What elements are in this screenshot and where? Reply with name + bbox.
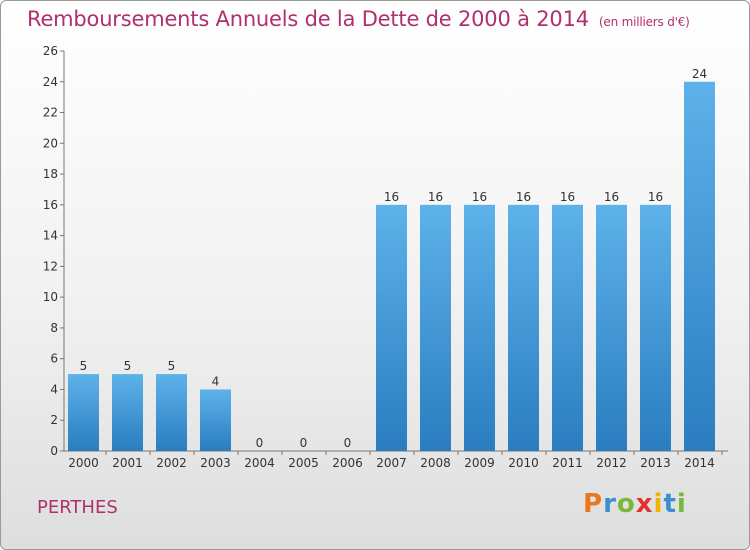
x-tick-label: 2008 bbox=[420, 456, 451, 470]
data-label: 16 bbox=[516, 190, 531, 204]
y-tick-label: 2 bbox=[50, 413, 58, 427]
y-tick-label: 20 bbox=[43, 136, 58, 150]
unit-note: (en milliers d'€) bbox=[598, 15, 690, 29]
logo-letter: P bbox=[583, 489, 604, 519]
data-label: 0 bbox=[300, 436, 308, 450]
x-tick-label: 2010 bbox=[508, 456, 539, 470]
bar bbox=[200, 389, 231, 451]
x-tick-label: 2014 bbox=[684, 456, 715, 470]
bar-chart: 0246810121416182022242652000520015200242… bbox=[43, 44, 728, 470]
data-label: 16 bbox=[428, 190, 443, 204]
y-tick-label: 4 bbox=[50, 382, 58, 396]
data-label: 5 bbox=[124, 359, 132, 373]
title-text: Remboursements Annuels de la Dette de 20… bbox=[27, 7, 589, 31]
data-label: 0 bbox=[256, 436, 264, 450]
bar bbox=[684, 81, 715, 452]
y-tick-label: 8 bbox=[50, 321, 58, 335]
bar bbox=[596, 204, 627, 451]
y-tick-label: 26 bbox=[43, 44, 58, 58]
x-tick-label: 2000 bbox=[68, 456, 99, 470]
data-label: 0 bbox=[344, 436, 352, 450]
bar bbox=[640, 204, 671, 451]
logo-letter: x bbox=[635, 489, 654, 519]
y-tick-label: 14 bbox=[43, 229, 58, 243]
logo-letter: o bbox=[616, 489, 636, 519]
data-label: 16 bbox=[472, 190, 487, 204]
y-tick-label: 16 bbox=[43, 198, 58, 212]
bar bbox=[112, 374, 143, 451]
x-tick-label: 2009 bbox=[464, 456, 495, 470]
data-label: 16 bbox=[604, 190, 619, 204]
x-tick-label: 2013 bbox=[640, 456, 671, 470]
data-label: 24 bbox=[692, 67, 707, 81]
x-tick-label: 2004 bbox=[244, 456, 275, 470]
data-label: 5 bbox=[80, 359, 88, 373]
bar bbox=[156, 374, 187, 451]
x-tick-label: 2003 bbox=[200, 456, 231, 470]
bar bbox=[68, 374, 99, 451]
y-tick-label: 10 bbox=[43, 290, 58, 304]
chart-title: Remboursements Annuels de la Dette de 20… bbox=[27, 7, 690, 31]
bar bbox=[508, 204, 539, 451]
x-tick-label: 2002 bbox=[156, 456, 187, 470]
x-tick-label: 2011 bbox=[552, 456, 583, 470]
y-tick-label: 0 bbox=[50, 444, 58, 458]
logo-letter: i bbox=[653, 489, 664, 519]
bar bbox=[552, 204, 583, 451]
y-tick-label: 18 bbox=[43, 167, 58, 181]
y-tick-label: 6 bbox=[50, 352, 58, 366]
logo-letter: i bbox=[676, 489, 687, 519]
x-tick-label: 2006 bbox=[332, 456, 363, 470]
data-label: 4 bbox=[212, 374, 220, 388]
x-tick-label: 2007 bbox=[376, 456, 407, 470]
bar bbox=[376, 204, 407, 451]
x-tick-label: 2001 bbox=[112, 456, 143, 470]
y-tick-label: 22 bbox=[43, 106, 58, 120]
data-label: 16 bbox=[560, 190, 575, 204]
logo-letter: r bbox=[603, 489, 617, 519]
x-tick-label: 2012 bbox=[596, 456, 627, 470]
y-tick-label: 12 bbox=[43, 259, 58, 273]
data-label: 16 bbox=[648, 190, 663, 204]
bar bbox=[464, 204, 495, 451]
data-label: 16 bbox=[384, 190, 399, 204]
bar bbox=[420, 204, 451, 451]
proxiti-logo: Proxiti bbox=[583, 489, 687, 519]
x-tick-label: 2005 bbox=[288, 456, 319, 470]
commune-name: PERTHES bbox=[37, 497, 118, 518]
y-tick-label: 24 bbox=[43, 75, 58, 89]
data-label: 5 bbox=[168, 359, 176, 373]
logo-letter: t bbox=[663, 489, 677, 519]
